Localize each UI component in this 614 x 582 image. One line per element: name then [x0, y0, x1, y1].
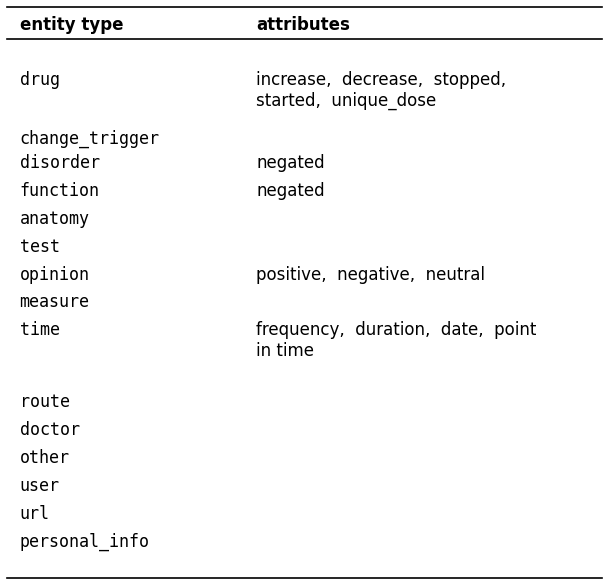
Text: doctor: doctor: [20, 421, 80, 439]
Text: drug: drug: [20, 71, 60, 89]
Text: route: route: [20, 393, 69, 411]
Text: function: function: [20, 182, 99, 200]
Text: negated: negated: [256, 154, 325, 172]
Text: entity type: entity type: [20, 16, 123, 34]
Text: time: time: [20, 321, 60, 339]
Text: anatomy: anatomy: [20, 210, 90, 228]
Text: attributes: attributes: [256, 16, 350, 34]
Text: disorder: disorder: [20, 154, 99, 172]
Text: test: test: [20, 237, 60, 255]
Text: user: user: [20, 477, 60, 495]
Text: personal_info: personal_info: [20, 533, 150, 551]
Text: opinion: opinion: [20, 265, 90, 283]
Text: url: url: [20, 505, 50, 523]
Text: negated: negated: [256, 182, 325, 200]
Text: increase,  decrease,  stopped,
started,  unique_dose: increase, decrease, stopped, started, un…: [256, 71, 507, 110]
Text: measure: measure: [20, 293, 90, 311]
Text: positive,  negative,  neutral: positive, negative, neutral: [256, 265, 485, 283]
Text: frequency,  duration,  date,  point
in time: frequency, duration, date, point in time: [256, 321, 537, 360]
Text: change_trigger: change_trigger: [20, 129, 160, 148]
Text: other: other: [20, 449, 69, 467]
